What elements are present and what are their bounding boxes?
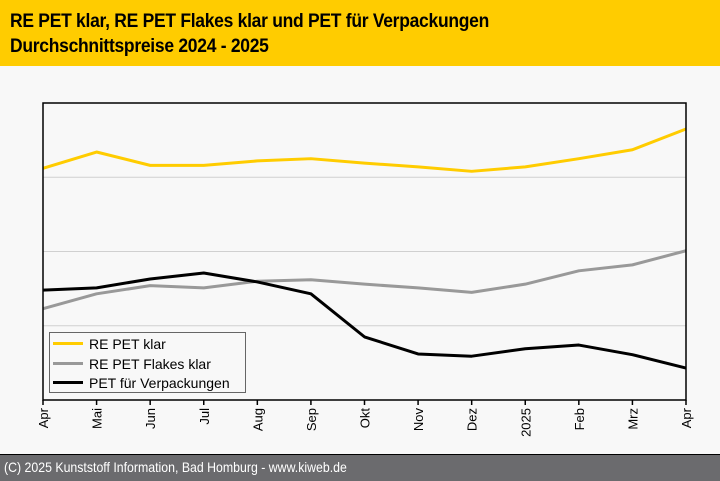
x-axis-ticks bbox=[42, 400, 687, 405]
legend-label: PET für Verpackungen bbox=[89, 374, 230, 391]
gridlines bbox=[43, 176, 686, 327]
line-chart: Apr Mai Jun Jul Aug Sep Okt Nov Dez 2025 Feb Mrz Apr bbox=[36, 102, 694, 437]
chart-title: RE PET klar, RE PET Flakes klar und PET … bbox=[10, 9, 489, 59]
legend-label: RE PET klar bbox=[89, 335, 166, 352]
legend-swatch-yellow bbox=[53, 342, 83, 345]
title-line-2: Durchschnittspreise 2024 - 2025 bbox=[10, 36, 269, 57]
x-tick-label: Okt bbox=[358, 408, 373, 429]
x-tick-label: Nov bbox=[411, 408, 426, 432]
legend-item-re-pet-flakes-klar: RE PET Flakes klar bbox=[53, 354, 211, 373]
series-line-re-pet-flakes-klar bbox=[42, 249, 687, 311]
header-bar: RE PET klar, RE PET Flakes klar und PET … bbox=[0, 0, 720, 66]
x-tick-label: Mai bbox=[90, 408, 105, 429]
footer-bar: (C) 2025 Kunststoff Information, Bad Hom… bbox=[0, 454, 720, 481]
x-tick-label: Mrz bbox=[625, 408, 640, 430]
legend-label: RE PET Flakes klar bbox=[89, 355, 211, 372]
x-tick-label: 2025 bbox=[518, 408, 533, 437]
x-tick-label: Sep bbox=[304, 408, 319, 431]
x-tick-label: Feb bbox=[572, 408, 587, 430]
title-line-1: RE PET klar, RE PET Flakes klar und PET … bbox=[10, 11, 490, 32]
legend-item-re-pet-klar: RE PET klar bbox=[53, 334, 166, 353]
x-tick-label: Jun bbox=[143, 408, 158, 429]
legend-swatch-gray bbox=[53, 362, 83, 365]
x-axis-labels: Apr Mai Jun Jul Aug Sep Okt Nov Dez 2025 Feb Mrz Apr bbox=[36, 407, 694, 437]
x-tick-label: Apr bbox=[36, 407, 51, 428]
x-tick-label: Apr bbox=[679, 407, 694, 428]
x-tick-label: Aug bbox=[250, 408, 265, 431]
legend-swatch-black bbox=[53, 381, 83, 384]
series-lines bbox=[42, 127, 687, 370]
copyright-text: (C) 2025 Kunststoff Information, Bad Hom… bbox=[4, 459, 347, 475]
x-tick-label: Dez bbox=[465, 408, 480, 431]
series-line-pet-f-r-verpackungen bbox=[42, 271, 687, 370]
legend: RE PET klar RE PET Flakes klar PET für V… bbox=[49, 332, 246, 393]
legend-item-pet-fuer-verpackungen: PET für Verpackungen bbox=[53, 373, 230, 392]
series-line-re-pet-klar bbox=[42, 127, 687, 173]
x-tick-label: Jul bbox=[197, 408, 212, 425]
